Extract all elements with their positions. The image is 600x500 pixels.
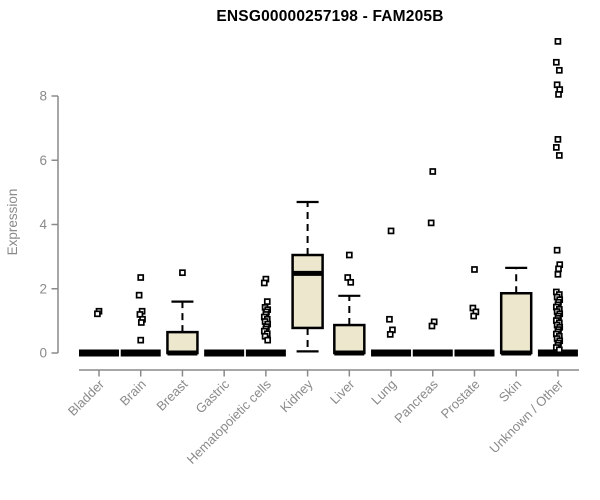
outlier-point xyxy=(263,298,271,305)
outlier-point xyxy=(386,331,394,338)
outlier-point xyxy=(555,91,562,98)
outlier-point xyxy=(347,278,355,286)
collapsed-box-bar xyxy=(79,349,119,357)
outlier-point xyxy=(428,322,436,330)
x-tick-label: Prostate xyxy=(438,377,483,422)
x-tick-label: Bladder xyxy=(65,376,108,419)
box-breast xyxy=(166,269,199,356)
x-tick-label: Unknown / Other xyxy=(486,376,566,456)
outlier-point xyxy=(260,279,268,287)
box-lung xyxy=(371,227,412,357)
x-tick-label: Kidney xyxy=(277,376,316,415)
y-tick-label: 8 xyxy=(39,89,47,104)
outlier-point xyxy=(555,152,563,159)
x-tick-label: Liver xyxy=(327,376,358,407)
collapsed-box-bar xyxy=(412,349,453,357)
outlier-point xyxy=(553,246,561,254)
collapsed-box-bar xyxy=(454,349,495,357)
outlier-point xyxy=(94,310,101,318)
iqr-box xyxy=(291,253,324,330)
box-prostate xyxy=(454,266,495,357)
box-unknown-other xyxy=(537,38,578,357)
x-tick-label: Skin xyxy=(496,377,524,405)
outlier-point xyxy=(137,274,145,281)
iqr-box xyxy=(499,291,533,355)
box-brain xyxy=(120,274,161,357)
outlier-point xyxy=(345,251,353,259)
outlier-point xyxy=(387,227,395,235)
box-hematopoietic-cells xyxy=(245,275,286,357)
y-tick-label: 4 xyxy=(39,217,47,232)
outlier-point xyxy=(137,336,145,344)
outlier-point xyxy=(555,346,563,354)
outlier-point xyxy=(555,265,562,273)
outlier-point xyxy=(554,136,562,143)
outlier-point xyxy=(135,291,143,299)
x-tick-label: Pancreas xyxy=(391,376,441,426)
x-tick-label: Gastric xyxy=(193,376,233,416)
outlier-point xyxy=(386,315,393,323)
outlier-point xyxy=(555,66,563,74)
collapsed-box-bar xyxy=(120,349,161,357)
outlier-point xyxy=(429,168,437,175)
outlier-point xyxy=(554,38,562,45)
box-bladder xyxy=(79,307,119,357)
box-liver xyxy=(333,251,366,356)
y-tick-label: 6 xyxy=(39,153,47,168)
y-tick-label: 0 xyxy=(39,346,47,361)
y-tick-label: 2 xyxy=(39,281,47,296)
collapsed-box-bar xyxy=(204,349,245,357)
outlier-point xyxy=(137,319,145,326)
iqr-box xyxy=(333,323,366,355)
iqr-box xyxy=(166,330,199,355)
box-skin xyxy=(499,266,533,356)
x-tick-label: Lung xyxy=(368,377,399,408)
collapsed-box-bar xyxy=(371,349,412,357)
outlier-point xyxy=(264,336,272,344)
chart-title: ENSG00000257198 - FAM205B xyxy=(216,8,444,25)
box-kidney xyxy=(291,200,324,353)
outlier-point xyxy=(179,269,186,277)
outlier-point xyxy=(552,58,560,66)
outlier-point xyxy=(552,144,560,151)
outlier-point xyxy=(427,219,435,227)
collapsed-box-bar xyxy=(245,349,286,357)
x-tick-label: Breast xyxy=(153,376,190,413)
outlier-point xyxy=(470,312,478,320)
box-pancreas xyxy=(412,168,453,357)
x-tick-label: Brain xyxy=(117,377,149,409)
outlier-point xyxy=(554,270,562,278)
box-gastric xyxy=(204,349,245,357)
outlier-point xyxy=(471,266,478,273)
